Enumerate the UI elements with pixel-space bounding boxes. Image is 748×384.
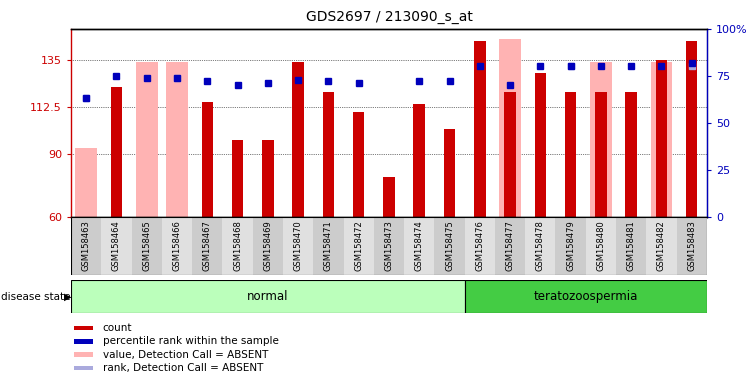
Bar <box>656 60 667 217</box>
Bar <box>343 217 374 275</box>
Bar <box>222 217 253 275</box>
Text: GSM158469: GSM158469 <box>263 220 272 271</box>
Text: GSM158482: GSM158482 <box>657 220 666 271</box>
Text: GSM158472: GSM158472 <box>355 220 364 271</box>
Text: GSM158467: GSM158467 <box>203 220 212 271</box>
Bar <box>525 217 556 275</box>
Bar <box>590 62 612 217</box>
Text: GSM158465: GSM158465 <box>142 220 151 271</box>
Text: value, Detection Call = ABSENT: value, Detection Call = ABSENT <box>102 350 269 360</box>
Text: GSM158481: GSM158481 <box>627 220 636 271</box>
Text: GSM158466: GSM158466 <box>173 220 182 271</box>
Bar <box>166 62 188 217</box>
Bar <box>556 217 586 275</box>
Bar <box>101 217 132 275</box>
Bar <box>383 177 395 217</box>
Text: GSM158470: GSM158470 <box>294 220 303 271</box>
Bar <box>651 62 672 217</box>
Bar <box>76 148 97 217</box>
Text: GSM158476: GSM158476 <box>475 220 484 271</box>
Text: GSM158468: GSM158468 <box>233 220 242 271</box>
Bar <box>504 91 516 217</box>
Text: teratozoospermia: teratozoospermia <box>533 290 638 303</box>
Text: GSM158479: GSM158479 <box>566 220 575 271</box>
Text: disease state: disease state <box>1 291 70 302</box>
Bar <box>201 102 213 217</box>
Text: GSM158471: GSM158471 <box>324 220 333 271</box>
Text: GSM158475: GSM158475 <box>445 220 454 271</box>
Bar <box>499 39 521 217</box>
Bar <box>74 366 94 370</box>
Bar <box>677 217 707 275</box>
Bar <box>71 280 465 313</box>
Text: GDS2697 / 213090_s_at: GDS2697 / 213090_s_at <box>305 10 473 23</box>
Bar <box>136 62 158 217</box>
Bar <box>71 217 101 275</box>
Bar <box>444 129 456 217</box>
Bar <box>74 339 94 344</box>
Bar <box>292 62 304 217</box>
Text: GSM158474: GSM158474 <box>414 220 423 271</box>
Bar <box>132 217 162 275</box>
Bar <box>474 41 485 217</box>
Bar <box>414 104 425 217</box>
Bar <box>74 353 94 357</box>
Text: GSM158463: GSM158463 <box>82 220 91 271</box>
Text: GSM158473: GSM158473 <box>384 220 393 271</box>
Bar <box>74 326 94 330</box>
Text: ▶: ▶ <box>64 291 71 302</box>
Bar <box>374 217 404 275</box>
Text: rank, Detection Call = ABSENT: rank, Detection Call = ABSENT <box>102 363 263 373</box>
Bar <box>253 217 283 275</box>
Bar <box>322 91 334 217</box>
Bar <box>686 41 697 217</box>
Bar <box>586 217 616 275</box>
Bar <box>465 280 707 313</box>
Text: count: count <box>102 323 132 333</box>
Bar <box>495 217 525 275</box>
Bar <box>565 91 577 217</box>
Bar <box>353 113 364 217</box>
Bar <box>162 217 192 275</box>
Bar <box>232 140 243 217</box>
Bar <box>625 91 637 217</box>
Text: normal: normal <box>247 290 289 303</box>
Bar <box>313 217 343 275</box>
Bar <box>192 217 222 275</box>
Bar <box>435 217 465 275</box>
Bar <box>404 217 435 275</box>
Bar <box>535 73 546 217</box>
Bar <box>646 217 677 275</box>
Text: GSM158483: GSM158483 <box>687 220 696 271</box>
Bar <box>111 87 122 217</box>
Bar <box>262 140 274 217</box>
Text: GSM158480: GSM158480 <box>596 220 605 271</box>
Bar <box>283 217 313 275</box>
Bar <box>616 217 646 275</box>
Bar <box>595 91 607 217</box>
Text: GSM158478: GSM158478 <box>536 220 545 271</box>
Text: percentile rank within the sample: percentile rank within the sample <box>102 336 279 346</box>
Bar <box>465 217 495 275</box>
Text: GSM158477: GSM158477 <box>506 220 515 271</box>
Text: GSM158464: GSM158464 <box>112 220 121 271</box>
